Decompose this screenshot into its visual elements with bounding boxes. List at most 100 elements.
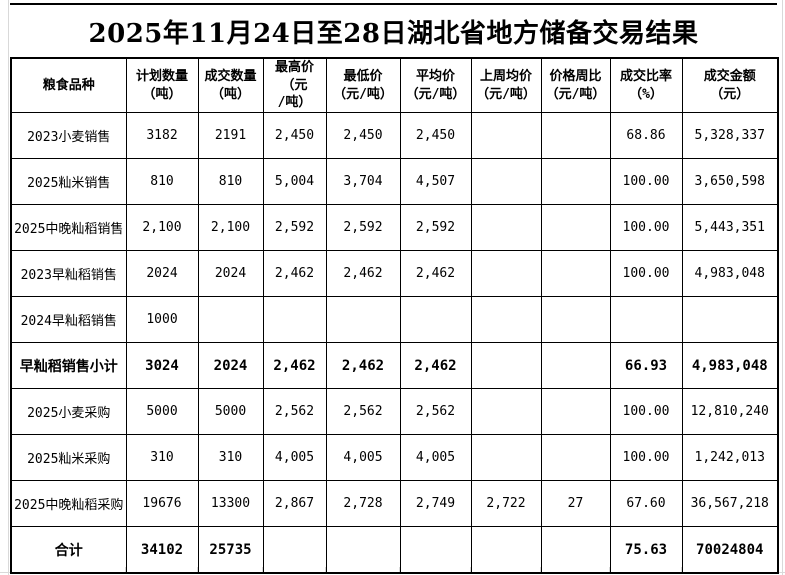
results-table: 粮食品种 计划数量 （吨） 成交数量 （吨） 最高价 （元 /吨） 最低价 （元… (10, 57, 779, 574)
value-cell: 3182 (125, 112, 199, 159)
table-body: 2023小麦销售 3182 2191 2,450 2,450 2,450 68.86 5,32… (10, 112, 779, 574)
value-cell (540, 204, 611, 251)
grain-variety-cell: 早籼稻销售小计 (10, 342, 127, 389)
value-cell (470, 158, 542, 205)
value-cell: 2,562 (399, 388, 472, 435)
value-cell (540, 250, 611, 297)
value-cell: 1,242,013 (681, 434, 779, 481)
value-cell (540, 296, 611, 343)
header-trade-ratio: 成交比率 （%） (609, 57, 683, 113)
grain-variety-cell: 2023小麦销售 (10, 112, 127, 159)
value-cell: 310 (125, 434, 199, 481)
value-cell (399, 296, 472, 343)
value-cell: 12,810,240 (681, 388, 779, 435)
value-cell: 67.60 (609, 480, 683, 527)
value-cell (540, 342, 611, 389)
trade-results-report: 2025年11月24日至28日湖北省地方储备交易结果 粮食品种 计划数量 （吨）… (10, 3, 779, 574)
value-cell: 2,749 (399, 480, 472, 527)
value-cell: 5,443,351 (681, 204, 779, 251)
value-cell (540, 158, 611, 205)
table-row: 2025籼米采购 310 310 4,005 4,005 4,005 100.00 1,242… (10, 434, 779, 481)
value-cell: 66.93 (609, 342, 683, 389)
value-cell: 100.00 (609, 388, 683, 435)
table-row: 早籼稻销售小计 3024 2024 2,462 2,462 2,462 66.93 4,983… (10, 342, 779, 389)
value-cell (470, 388, 542, 435)
value-cell: 2,462 (325, 342, 401, 389)
value-cell: 810 (197, 158, 264, 205)
table-row: 2023小麦销售 3182 2191 2,450 2,450 2,450 68.86 5,32… (10, 112, 779, 159)
value-cell: 70024804 (681, 526, 779, 574)
sheet-gridline-right (782, 0, 783, 575)
value-cell (262, 296, 327, 343)
value-cell: 2,462 (262, 250, 327, 297)
grain-variety-cell: 2025籼米采购 (10, 434, 127, 481)
value-cell: 1000 (125, 296, 199, 343)
value-cell (681, 296, 779, 343)
value-cell: 2,867 (262, 480, 327, 527)
value-cell: 2,450 (399, 112, 472, 159)
value-cell (540, 388, 611, 435)
value-cell: 2,592 (399, 204, 472, 251)
value-cell: 4,983,048 (681, 250, 779, 297)
value-cell: 100.00 (609, 434, 683, 481)
header-planned-quantity: 计划数量 （吨） (125, 57, 199, 113)
value-cell: 4,005 (262, 434, 327, 481)
value-cell: 3,704 (325, 158, 401, 205)
table-row: 2023早籼稻销售 2024 2024 2,462 2,462 2,462 100.00 4,… (10, 250, 779, 297)
value-cell: 2,562 (262, 388, 327, 435)
value-cell: 3,650,598 (681, 158, 779, 205)
grain-variety-cell: 2024早籼稻销售 (10, 296, 127, 343)
value-cell: 34102 (125, 526, 199, 574)
value-cell: 2,562 (325, 388, 401, 435)
value-cell: 19676 (125, 480, 199, 527)
value-cell: 68.86 (609, 112, 683, 159)
value-cell (540, 112, 611, 159)
grain-variety-cell: 2025中晚籼稻销售 (10, 204, 127, 251)
table-row: 2025小麦采购 5000 5000 2,562 2,562 2,562 100.00 12,… (10, 388, 779, 435)
value-cell (470, 526, 542, 574)
header-average-price: 平均价 （元/吨） (399, 57, 472, 113)
value-cell (540, 526, 611, 574)
value-cell (325, 526, 401, 574)
value-cell (470, 112, 542, 159)
value-cell: 5,004 (262, 158, 327, 205)
table-row: 2025中晚籼稻销售 2,100 2,100 2,592 2,592 2,592 100.0… (10, 204, 779, 251)
value-cell: 4,983,048 (681, 342, 779, 389)
value-cell: 2024 (197, 250, 264, 297)
value-cell: 2,592 (325, 204, 401, 251)
header-highest-price: 最高价 （元 /吨） (262, 57, 327, 113)
sheet-gridline-left (8, 0, 9, 575)
header-trade-amount: 成交金额 （元） (681, 57, 779, 113)
value-cell: 2,592 (262, 204, 327, 251)
value-cell (470, 296, 542, 343)
value-cell: 5000 (125, 388, 199, 435)
header-row: 粮食品种 计划数量 （吨） 成交数量 （吨） 最高价 （元 /吨） 最低价 （元… (10, 57, 779, 113)
value-cell: 2,722 (470, 480, 542, 527)
grain-variety-cell: 合计 (10, 526, 127, 574)
value-cell: 13300 (197, 480, 264, 527)
value-cell (399, 526, 472, 574)
grain-variety-cell: 2025中晚籼稻采购 (10, 480, 127, 527)
value-cell: 75.63 (609, 526, 683, 574)
value-cell: 2,462 (262, 342, 327, 389)
value-cell (262, 526, 327, 574)
table-row: 2025籼米销售 810 810 5,004 3,704 4,507 100.00 3,650… (10, 158, 779, 205)
value-cell: 4,005 (325, 434, 401, 481)
table-row: 2024早籼稻销售 1000 (10, 296, 779, 343)
value-cell (609, 296, 683, 343)
value-cell: 5000 (197, 388, 264, 435)
value-cell: 36,567,218 (681, 480, 779, 527)
value-cell: 310 (197, 434, 264, 481)
grain-variety-cell: 2025小麦采购 (10, 388, 127, 435)
value-cell: 2191 (197, 112, 264, 159)
value-cell: 2,100 (197, 204, 264, 251)
value-cell (325, 296, 401, 343)
value-cell (470, 342, 542, 389)
value-cell: 2,462 (325, 250, 401, 297)
value-cell: 25735 (197, 526, 264, 574)
header-grain-variety: 粮食品种 (10, 57, 127, 113)
value-cell: 4,507 (399, 158, 472, 205)
value-cell: 2,100 (125, 204, 199, 251)
value-cell: 2024 (197, 342, 264, 389)
